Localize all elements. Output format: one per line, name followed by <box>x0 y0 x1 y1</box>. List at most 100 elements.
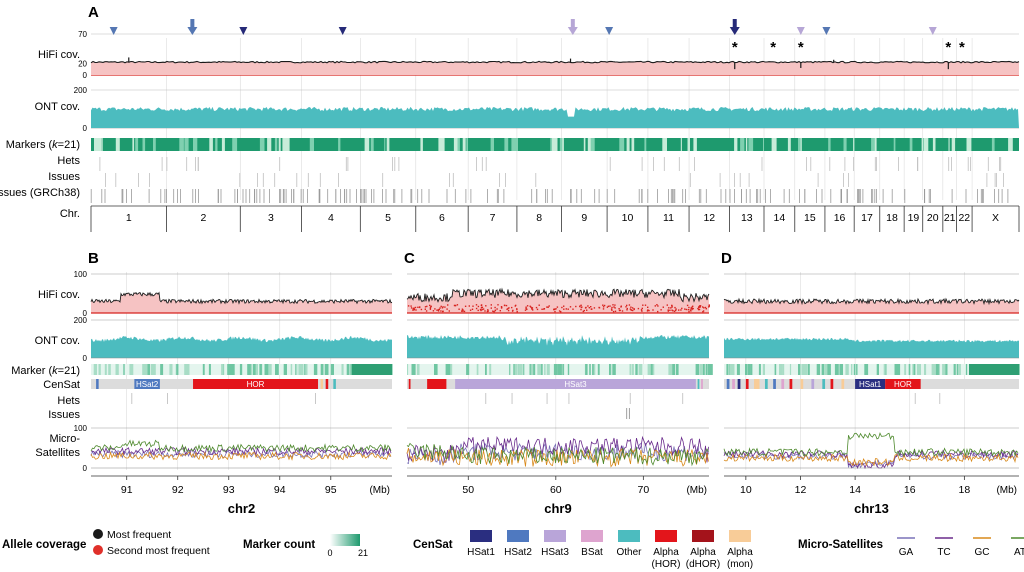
second-allele-dot <box>437 309 439 311</box>
second-allele-dot <box>526 305 529 307</box>
marker-band-stripe <box>445 364 449 375</box>
micro-legend-title: Micro-Satellites <box>798 539 883 551</box>
second-allele-dot <box>686 304 689 307</box>
hifi-coverage-line <box>90 60 1020 64</box>
marker-band-stripe <box>298 364 301 375</box>
censat-segment <box>800 379 804 389</box>
marker-triangle <box>928 27 937 35</box>
marker-band-stripe <box>824 364 828 375</box>
second-allele-dot <box>590 306 592 308</box>
asterisk-mark: * <box>770 39 776 56</box>
second-allele-dot <box>692 307 694 310</box>
second-allele-dot <box>621 310 624 312</box>
marker-band-stripe <box>558 364 560 375</box>
censat-label: CenSat <box>43 379 80 391</box>
second-allele-dot <box>475 304 478 306</box>
panel-a-label: A <box>88 4 99 21</box>
second-allele-dot <box>554 308 556 310</box>
second-allele-dot <box>602 306 605 308</box>
second-allele-dot <box>461 310 463 312</box>
second-allele-dot <box>548 305 550 307</box>
issues-label: Issues <box>48 409 80 421</box>
marker-band-stripe <box>407 364 409 375</box>
asterisk-mark: * <box>959 39 965 56</box>
second-allele-dot <box>420 308 423 311</box>
chrom-label: 16 <box>834 212 846 224</box>
censat-segment <box>737 379 741 389</box>
x-tick-label: 70 <box>638 484 650 496</box>
second-allele-dot <box>440 310 442 312</box>
second-allele-dot <box>446 308 448 310</box>
second-allele-dot <box>674 306 676 309</box>
ont-coverage-area <box>724 337 1019 358</box>
hifi-second-allele-area <box>91 292 392 313</box>
censat-legend-label: (mon) <box>727 559 753 570</box>
marker-band-stripe <box>101 138 103 151</box>
marker-band-stripe <box>509 364 511 375</box>
second-allele-dot <box>652 309 654 311</box>
second-allele-dot <box>410 307 413 309</box>
marker-band-stripe <box>649 364 652 375</box>
ont-coverage-area <box>91 106 1019 128</box>
second-allele-dot <box>618 308 620 310</box>
marker-band-stripe <box>436 364 438 375</box>
second-allele-dot <box>414 306 417 309</box>
marker-band-stripe <box>252 364 256 375</box>
censat-segment <box>320 379 324 389</box>
micro-legend-label: GA <box>899 547 914 558</box>
second-allele-dot <box>516 308 518 311</box>
marker-arrow-shaft <box>570 19 575 28</box>
x-tick-label: 91 <box>121 484 133 496</box>
second-allele-dot <box>704 306 707 309</box>
censat-legend-label: BSat <box>581 547 603 558</box>
marker-band-stripe <box>876 364 879 375</box>
second-allele-dot <box>629 308 632 310</box>
marker-band-stripe <box>583 138 586 151</box>
micro-series-tc <box>406 435 709 463</box>
second-allele-dot <box>434 308 436 310</box>
censat-segment <box>697 379 700 389</box>
second-allele-dot <box>555 308 557 310</box>
marker-band-stripe <box>619 138 625 151</box>
censat-legend-swatch <box>581 530 603 542</box>
second-allele-dot <box>472 305 474 307</box>
second-allele-dot <box>535 306 538 309</box>
marker-band-stripe <box>612 364 616 375</box>
x-tick-label: 12 <box>795 484 807 496</box>
x-tick-label: 16 <box>904 484 916 496</box>
marker-band-stripe <box>529 364 531 375</box>
censat-segment <box>134 379 160 389</box>
censat-segment <box>732 379 735 389</box>
censat-region-label: HSat2 <box>136 380 159 389</box>
marker-band-stripe <box>991 138 995 151</box>
hifi-tick-label: 0 <box>83 71 88 80</box>
marker-band-stripe <box>215 138 218 151</box>
second-allele-dot <box>586 309 588 311</box>
marker-band-stripe <box>935 364 939 375</box>
second-allele-dot <box>494 306 496 309</box>
marker-band-stripe <box>875 138 877 151</box>
marker-band-stripe <box>932 138 936 151</box>
second-allele-dot <box>530 306 532 308</box>
marker-band-stripe <box>370 138 374 151</box>
second-allele-dot <box>526 308 528 310</box>
second-allele-dot <box>613 306 615 308</box>
second-allele-dot <box>560 311 562 313</box>
micro-series-gc <box>723 452 1019 467</box>
marker-band-stripe <box>966 138 972 151</box>
marker-band-stripe <box>551 138 557 151</box>
micro-series-at <box>723 432 1019 457</box>
marker-band-stripe <box>729 364 734 375</box>
censat-segment <box>773 379 776 389</box>
marker-band-stripe <box>567 364 570 375</box>
marker-band-stripe <box>115 138 120 151</box>
second-allele-dot <box>698 308 701 311</box>
marker-band-stripe <box>96 138 101 151</box>
second-allele-dot <box>671 305 673 307</box>
chrom-label: 12 <box>703 212 715 224</box>
marker-band-stripe <box>560 138 563 151</box>
marker-band-stripe <box>94 138 97 151</box>
second-allele-dot <box>702 311 704 313</box>
x-tick-label: 60 <box>550 484 562 496</box>
hifi-coverage-line <box>406 287 710 303</box>
